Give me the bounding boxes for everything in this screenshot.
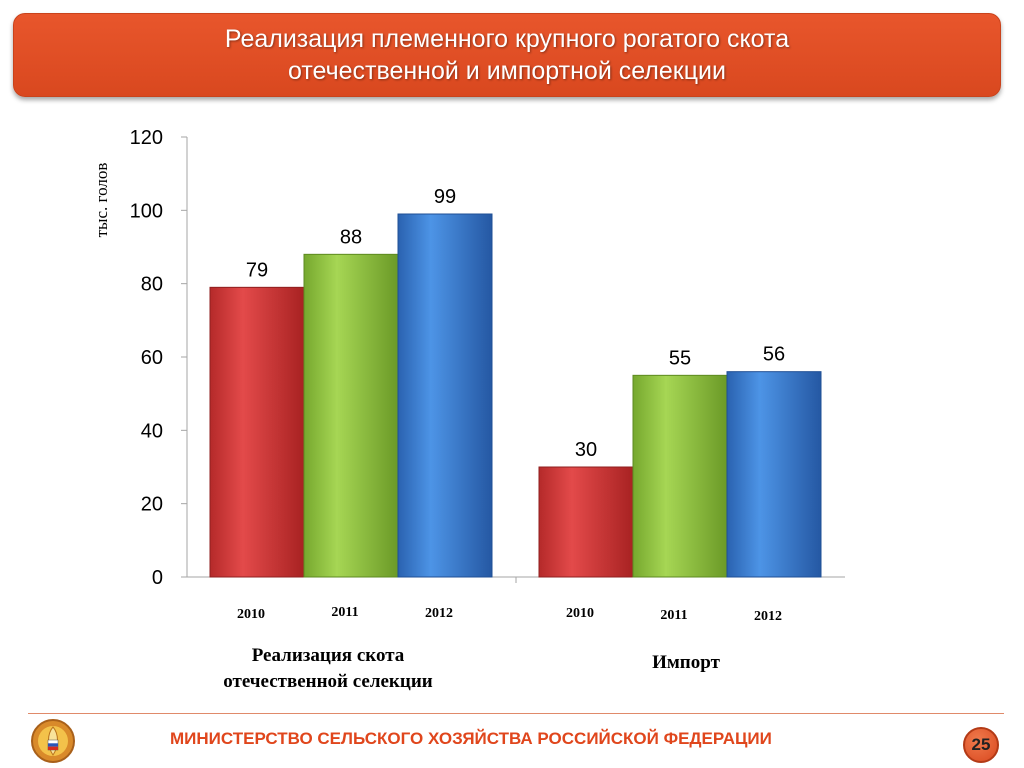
- y-tick-label: 40: [141, 420, 163, 442]
- group-label-domestic: Реализация скота отечественной селекции: [223, 643, 432, 695]
- footer-divider: [28, 713, 1004, 714]
- chart-bars: [209, 213, 822, 578]
- bar: [303, 253, 399, 578]
- bar: [632, 374, 728, 578]
- group-label-domestic-line1: Реализация скота: [251, 645, 405, 666]
- bar-value-label: 79: [246, 259, 268, 281]
- bar-value-label: 88: [340, 226, 362, 248]
- y-axis-label: тыс. голов: [92, 162, 111, 238]
- y-tick-label: 120: [130, 127, 163, 149]
- y-tick-label: 60: [141, 347, 163, 369]
- x-tick-label: 2011: [660, 608, 688, 623]
- y-tick-label: 0: [152, 567, 163, 589]
- chart-data-labels: 79 88 99 30 55 56: [246, 186, 785, 461]
- ministry-name: МИНИСТЕРСТВО СЕЛЬСКОГО ХОЗЯЙСТВА РОССИЙС…: [170, 729, 772, 748]
- y-tick-label: 100: [130, 200, 163, 222]
- x-tick-label: 2012: [425, 606, 453, 621]
- page-title: Реализация племенного крупного рогатого …: [127, 23, 887, 87]
- bar-value-label: 30: [575, 439, 597, 461]
- group-label-domestic-line2: отечественной селекции: [223, 671, 433, 692]
- x-tick-label: 2012: [754, 609, 782, 624]
- bar-value-label: 55: [669, 347, 691, 369]
- title-line-1: Реализация племенного крупного рогатого …: [224, 25, 790, 53]
- bar-value-label: 99: [434, 186, 456, 208]
- bar: [397, 213, 493, 578]
- title-line-2: отечественной и импортной селекции: [288, 57, 726, 85]
- bar: [726, 371, 822, 578]
- x-tick-label: 2011: [331, 605, 359, 620]
- bar: [538, 466, 634, 578]
- y-tick-label: 80: [141, 274, 163, 296]
- title-banner: Реализация племенного крупного рогатого …: [13, 13, 1001, 97]
- page-number: 25: [971, 735, 991, 754]
- ministry-emblem-icon: [31, 719, 75, 763]
- page-number-badge: 25: [963, 727, 999, 763]
- group-label-import: Импорт: [652, 650, 720, 676]
- x-tick-label: 2010: [566, 606, 594, 621]
- y-tick-label: 20: [141, 494, 163, 516]
- bar: [209, 286, 305, 578]
- x-tick-label: 2010: [237, 607, 265, 622]
- group-label-import-line1: Импорт: [652, 652, 720, 673]
- chart-axes: 0 20 40 60 80 100 120: [130, 127, 845, 589]
- bar-value-label: 56: [763, 344, 785, 366]
